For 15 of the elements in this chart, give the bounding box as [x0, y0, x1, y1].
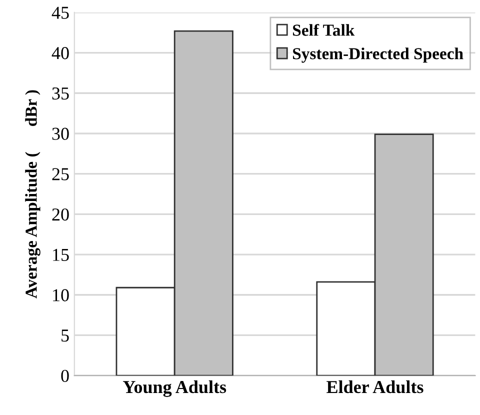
y-tick-label: 15 — [53, 248, 69, 261]
y-tick-label: 35 — [52, 87, 69, 100]
y-tick-label: 25 — [52, 168, 69, 180]
y-tick-label: 40 — [52, 47, 69, 60]
y-tick-label: 0 — [61, 370, 69, 382]
y-tick-label: 30 — [52, 128, 69, 140]
y-tick-label: 45 — [52, 6, 69, 19]
y-tick-label: 10 — [53, 289, 69, 302]
x-tick-label: Young Adults — [122, 380, 226, 397]
legend-label: Self Talk — [293, 24, 355, 36]
y-axis-title: Average Amplitude ( dBr ) — [25, 90, 40, 298]
y-tick-label: 20 — [52, 208, 69, 221]
y-tick-label: 5 — [62, 330, 69, 342]
x-tick-label: Elder Adults — [326, 380, 424, 394]
legend-label: System-Directed Speech — [293, 48, 464, 63]
